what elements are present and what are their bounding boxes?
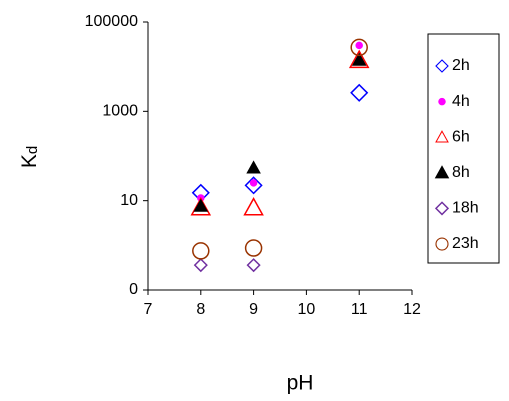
data-point: [244, 239, 263, 257]
legend-label: 2h: [452, 57, 470, 74]
data-point: [246, 160, 261, 174]
data-point: [246, 258, 261, 273]
legend-marker: [434, 165, 450, 179]
data-point: [193, 258, 208, 273]
y-axis-title-sub: d: [24, 146, 41, 154]
x-tick-label: 11: [351, 301, 368, 318]
data-point: [351, 52, 367, 66]
data-point: [350, 38, 368, 57]
y-tick-label: 1000: [102, 103, 138, 120]
data-point: [192, 242, 210, 260]
data-point: [355, 41, 363, 50]
x-tick-label: 10: [298, 301, 316, 318]
data-point: [350, 83, 369, 102]
y-tick-label: 0: [129, 281, 138, 298]
legend-label: 23h: [452, 235, 479, 252]
data-point: [348, 49, 370, 69]
data-point: [249, 179, 258, 187]
legend-label: 6h: [452, 128, 470, 145]
legend-marker: [434, 201, 450, 216]
legend-label: 18h: [452, 200, 479, 217]
legend-marker: [435, 237, 449, 251]
y-tick-label: 10: [120, 192, 138, 209]
x-tick-label: 12: [403, 301, 421, 318]
data-point: [190, 197, 212, 216]
legend-marker: [438, 97, 446, 106]
legend-label: 4h: [452, 93, 470, 110]
x-tick-label: 9: [249, 301, 258, 318]
legend-marker: [435, 59, 449, 73]
x-tick-label: 7: [144, 301, 153, 318]
y-axis-title: Kd: [18, 146, 41, 168]
data-point: [243, 197, 264, 216]
x-tick-label: 8: [196, 301, 205, 318]
y-tick-label: 100000: [85, 13, 138, 30]
legend-label: 8h: [452, 164, 470, 181]
x-axis-title: pH: [287, 372, 314, 395]
legend-marker: [435, 130, 449, 143]
legend-box: [427, 33, 500, 264]
data-point: [244, 176, 263, 195]
data-point: [193, 198, 209, 212]
y-axis-title-main: K: [18, 154, 41, 168]
